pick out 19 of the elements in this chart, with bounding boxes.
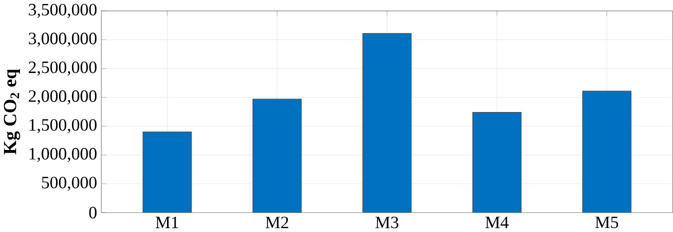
x-tick-label: M5 [595, 216, 618, 228]
y-tick-label: 1,000,000 [30, 148, 97, 162]
x-tick-label: M3 [376, 216, 398, 228]
y-tick-label: 3,500,000 [28, 4, 97, 18]
y-tick-label: 1,500,000 [30, 119, 97, 134]
bar [582, 90, 632, 213]
y-tick-label: 2,000,000 [28, 90, 97, 104]
y-tick-label: 0 [89, 206, 97, 218]
y-axis-title: Kg CO$_{2}$ eq [4, 68, 20, 154]
bar [472, 112, 522, 213]
bar [252, 98, 302, 213]
y-tick-label: 500,000 [42, 176, 97, 191]
x-tick-label: M4 [485, 216, 509, 228]
y-tick-label: 3,000,000 [28, 32, 97, 47]
y-tick-label: 2,500,000 [28, 61, 97, 76]
bar [362, 33, 412, 213]
bar [142, 132, 192, 213]
x-tick-label: M1 [156, 216, 178, 228]
x-tick-label: M2 [266, 216, 288, 228]
